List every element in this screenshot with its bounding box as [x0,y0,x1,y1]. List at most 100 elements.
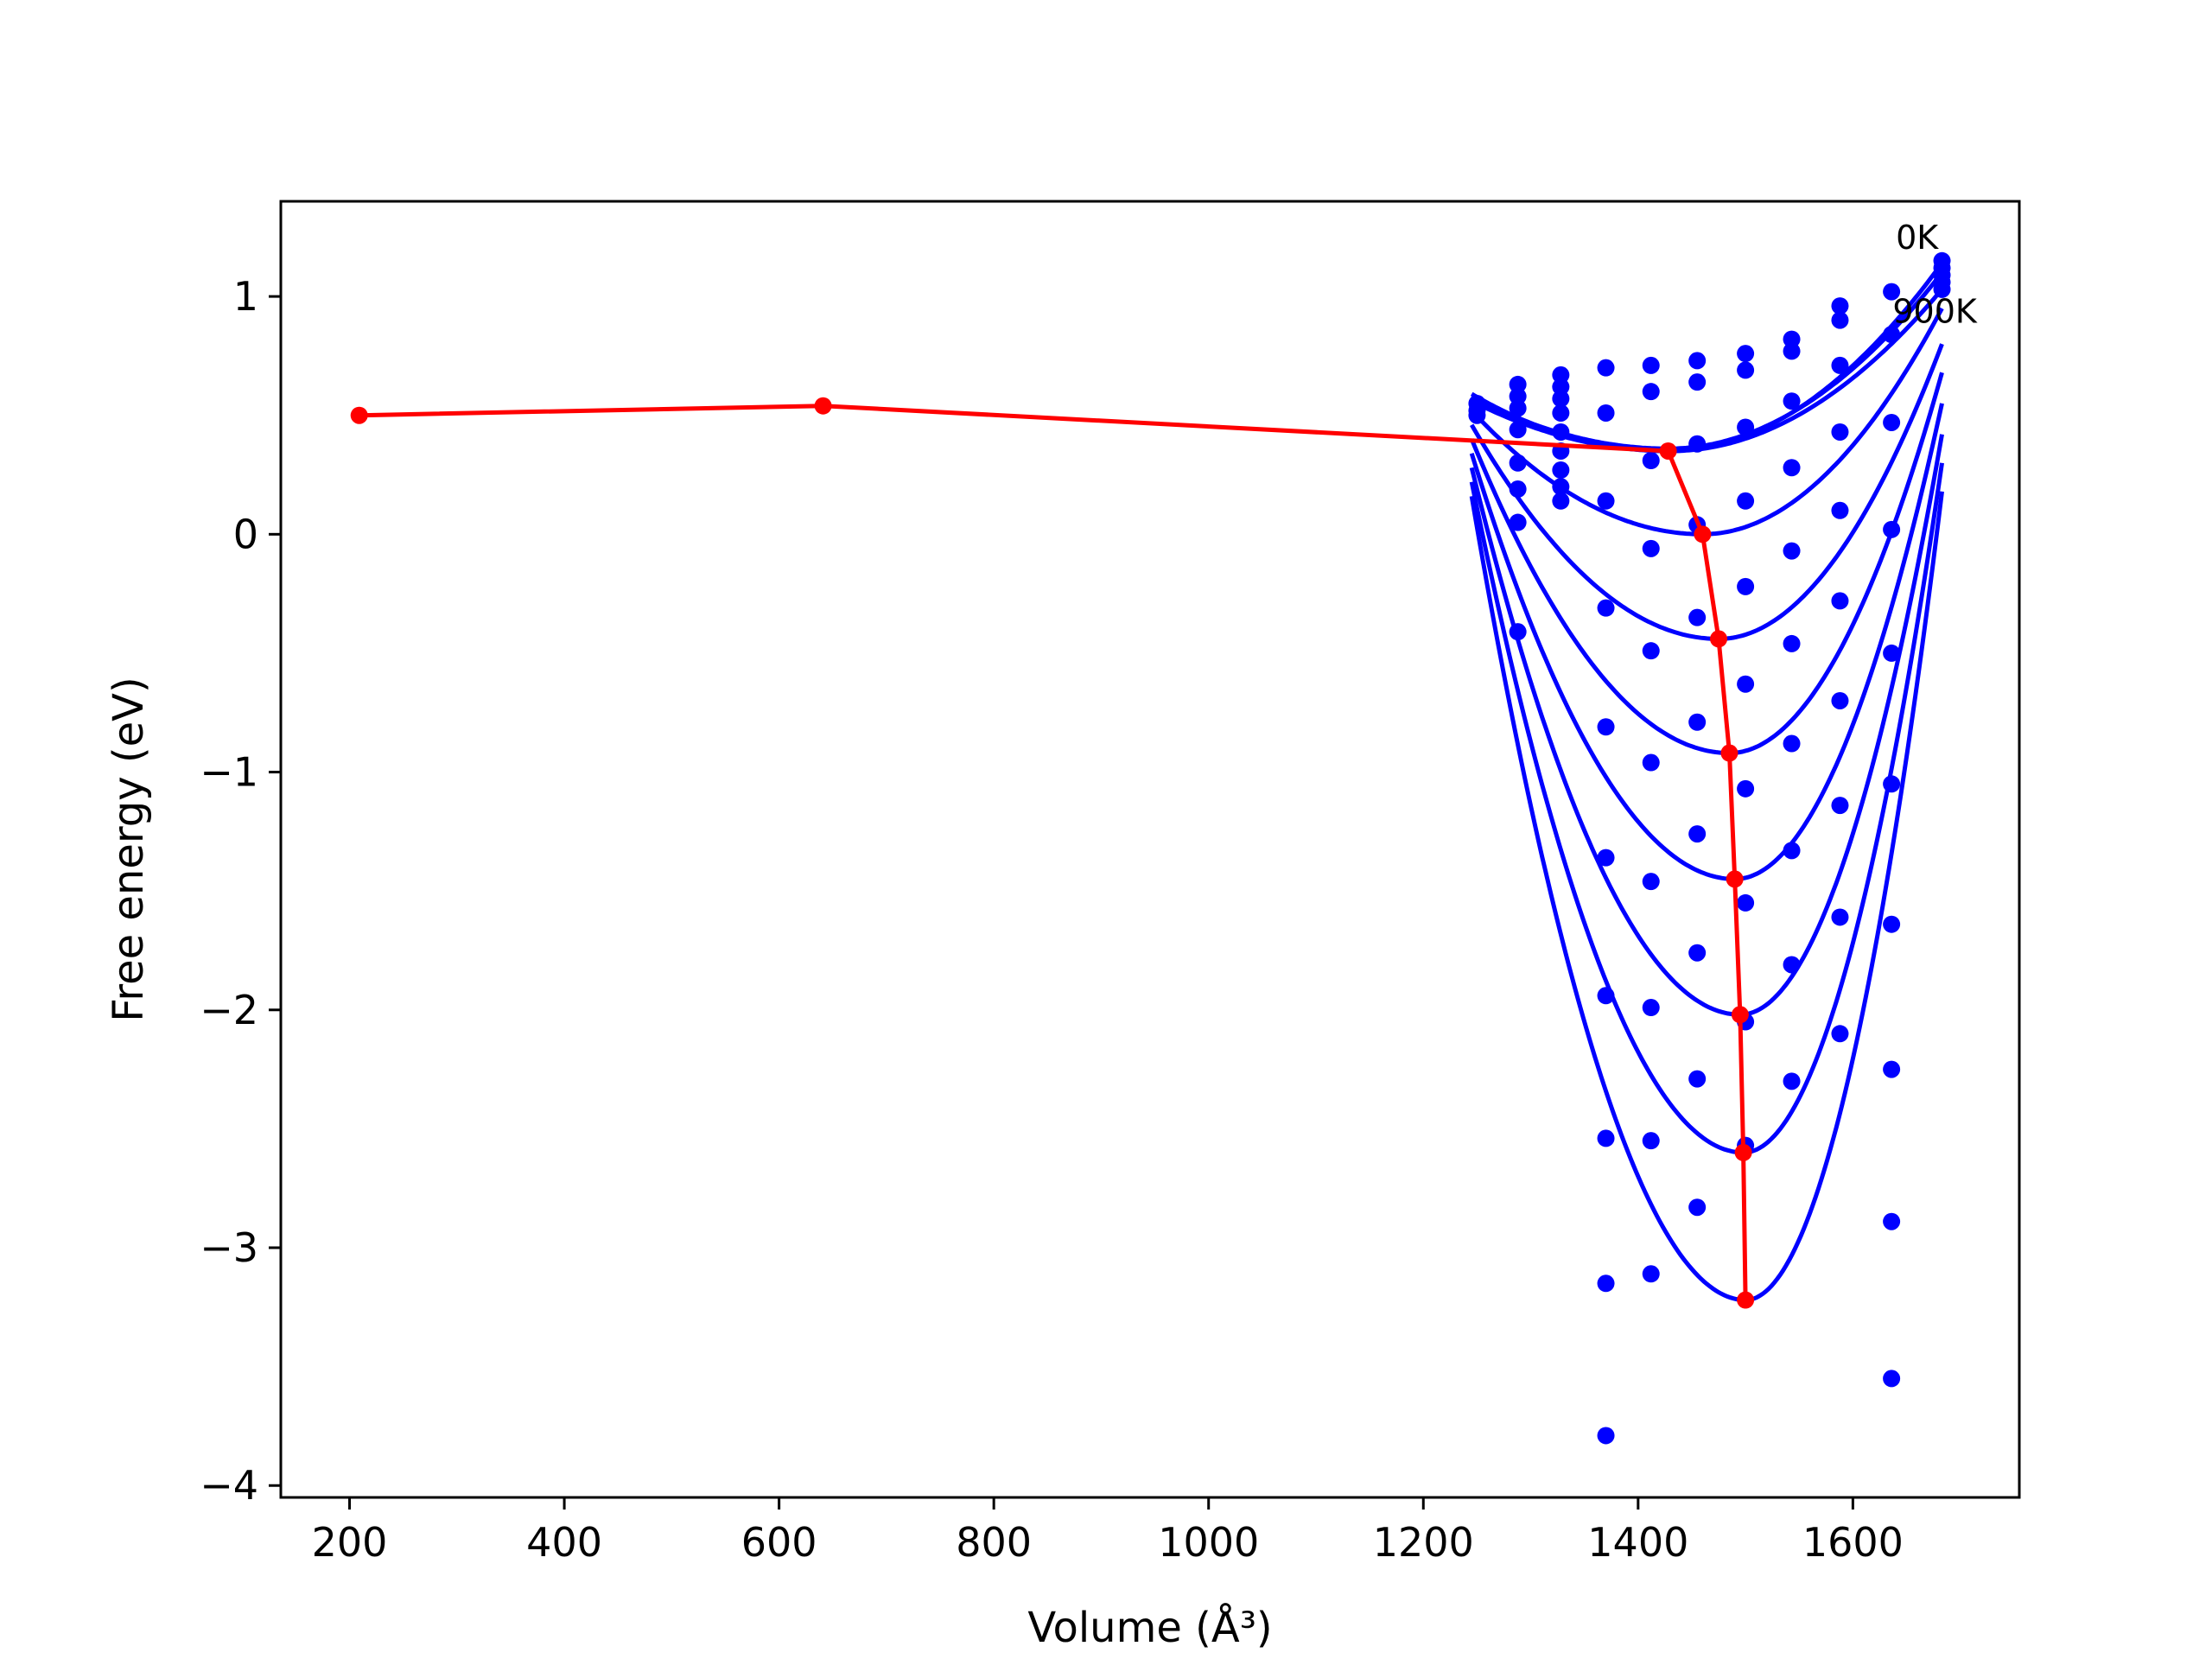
data-point [1783,459,1801,477]
fit-curve [1469,372,1944,755]
x-tick-label: 1000 [1158,1519,1259,1566]
y-tick-label: −1 [200,749,258,796]
data-point [1783,342,1801,360]
data-point [1509,387,1527,405]
y-tick-label: −2 [200,987,258,1033]
x-axis-label: Volume (Å³) [1027,1603,1272,1652]
data-point [1883,1060,1901,1078]
data-point [1783,392,1801,410]
data-point [1688,435,1707,453]
data-point [1642,1265,1660,1283]
data-point [1783,734,1801,753]
data-point [1831,501,1849,519]
data-point [1783,634,1801,652]
fit-curve [1469,403,1944,881]
data-point [1468,406,1486,424]
fit-curve [1469,491,1944,1303]
y-axis-label: Free energy (eV) [105,677,153,1021]
fit-curves [1469,262,1944,1303]
minimum-line-path [359,404,1748,1300]
data-point [1509,399,1527,417]
data-point [1642,642,1660,660]
data-point [1597,1274,1615,1293]
scatter-points [1468,251,1951,1445]
data-point [1597,1129,1615,1147]
data-point [1509,421,1527,439]
data-point [1468,394,1486,412]
data-point [1597,599,1615,617]
data-point [1642,1132,1660,1150]
x-tick-label: 400 [526,1519,602,1566]
axes-frame [279,200,2021,1499]
y-tick-label: −4 [200,1462,258,1509]
y-tick-label: 0 [233,511,258,557]
data-point [1509,513,1527,531]
data-point [1831,297,1849,315]
x-tick-label: 600 [741,1519,817,1566]
data-point [1642,999,1660,1017]
fit-curve [1471,288,1944,454]
data-point [1883,644,1901,662]
data-point [1831,797,1849,815]
annotations: 0K 900K [1892,219,1978,330]
data-point [1831,311,1849,329]
data-point [1883,520,1901,538]
fit-curve [1471,271,1944,451]
data-point [1783,842,1801,860]
data-point [1552,378,1570,396]
data-point [1737,492,1755,510]
plot-area [350,251,1951,1445]
data-point [1597,987,1615,1005]
x-axis: 200 400 600 800 1000 1200 1400 1600 [312,1497,1904,1566]
data-point [1642,383,1660,401]
data-point [1831,423,1849,441]
data-point [1509,623,1527,641]
data-point [1883,1370,1901,1388]
data-point [1688,1070,1707,1088]
minimum-point [1720,744,1738,762]
data-point [1688,825,1707,843]
data-point [1597,492,1615,510]
data-point [1552,365,1570,384]
data-point [1597,1427,1615,1445]
data-point [1831,691,1849,709]
data-point [1597,718,1615,736]
data-point [1737,779,1755,798]
data-point [1737,345,1755,363]
data-point [1831,592,1849,610]
fit-curve [1469,434,1944,1017]
data-point [1783,956,1801,974]
data-point [1642,452,1660,469]
fit-curve [1470,343,1944,641]
data-point [1783,330,1801,348]
annotation-label: 900K [1892,292,1978,330]
y-axis: −4 −3 −2 −1 0 1 [200,273,281,1509]
data-point [1831,908,1849,926]
minimum-line [350,397,1755,1309]
minimum-point [814,397,832,415]
data-point [1552,390,1570,408]
x-tick-label: 1200 [1373,1519,1474,1566]
minimum-point [1737,1291,1755,1309]
data-point [1933,280,1951,298]
data-point [1597,404,1615,422]
data-point [1737,893,1755,912]
data-point [1552,461,1570,480]
data-point [1883,283,1901,301]
data-point [1509,375,1527,393]
data-point [1688,713,1707,731]
data-point [1688,373,1707,391]
data-point [1883,413,1901,431]
x-tick-label: 200 [312,1519,388,1566]
minimum-point [1734,1143,1752,1161]
data-point [1597,849,1615,867]
data-point [1552,492,1570,510]
data-point [1737,577,1755,595]
data-point [1883,1212,1901,1230]
data-point [1509,480,1527,499]
data-point [1737,418,1755,436]
data-point [1688,608,1707,626]
data-point [1883,775,1901,793]
x-tick-label: 1400 [1587,1519,1688,1566]
minimum-point [1726,870,1744,888]
